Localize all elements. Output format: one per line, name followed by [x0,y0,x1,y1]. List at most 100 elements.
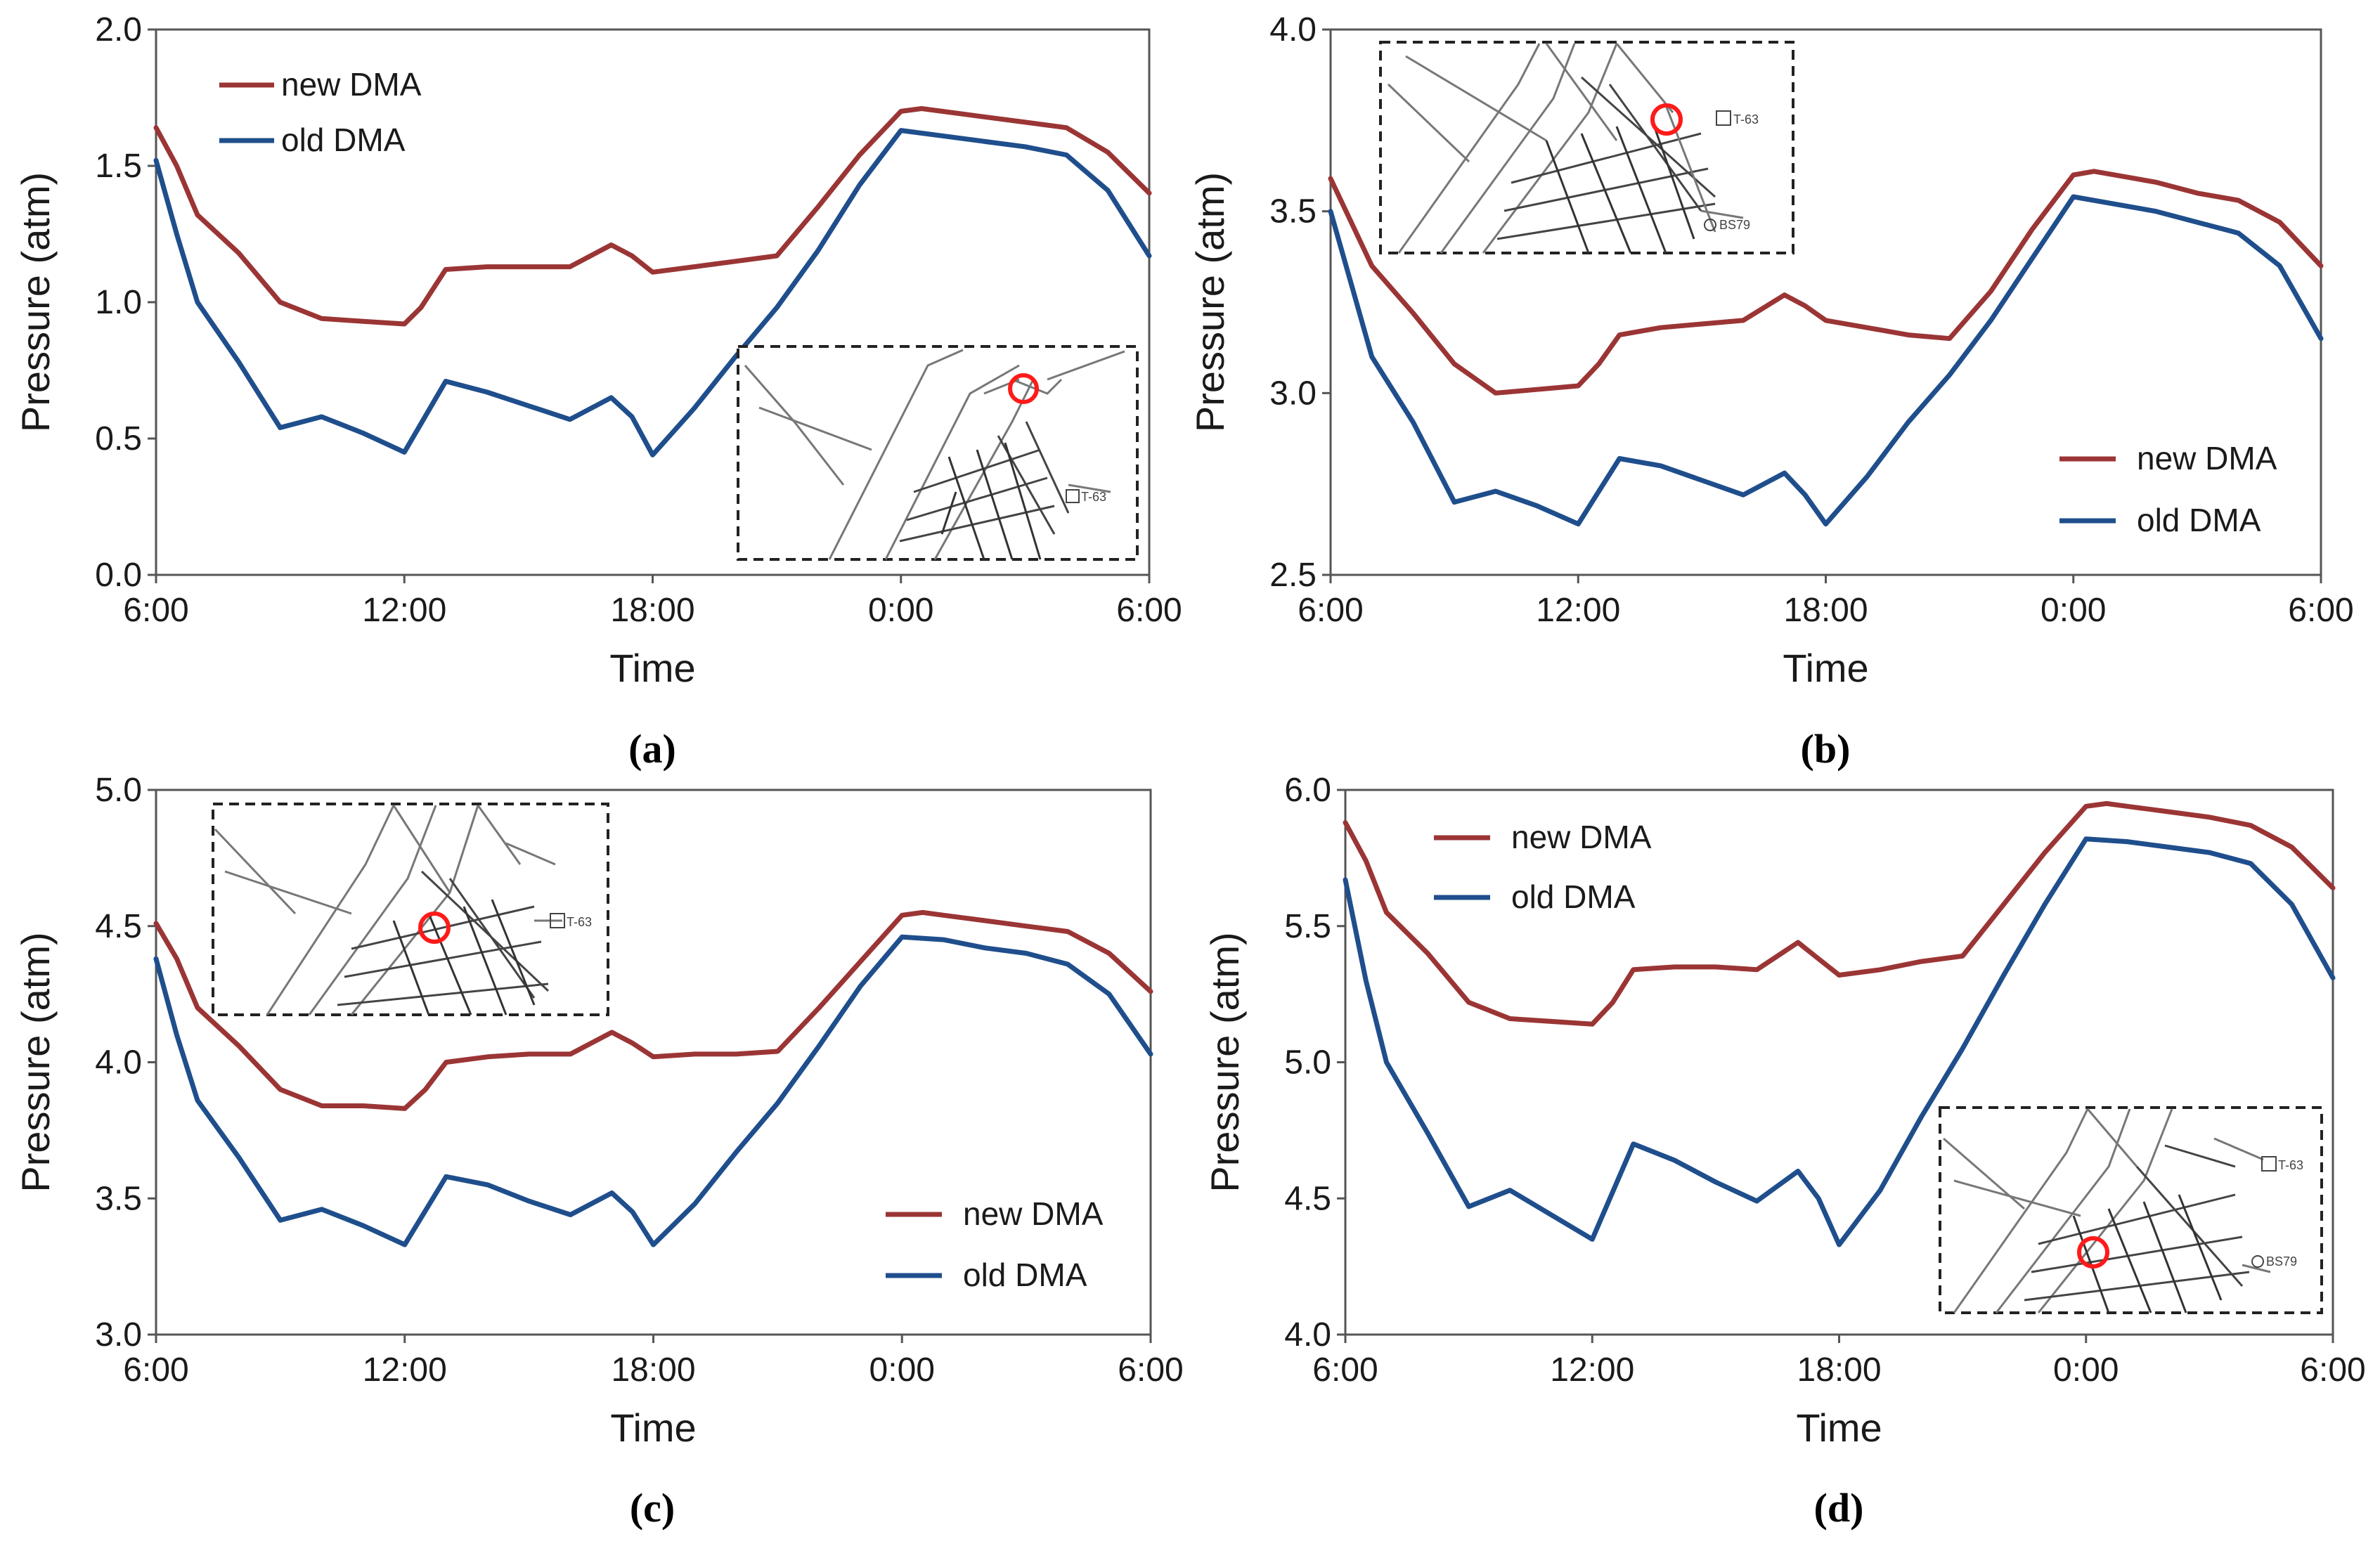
y-tick-label: 3.5 [95,1180,142,1217]
series-line-new-dma [1328,169,2324,396]
x-tick-label: 18:00 [611,1351,695,1389]
x-tick-label: 6:00 [123,592,188,629]
legend-new-dma-label: new DMA [963,1195,1104,1232]
x-axis-title: Time [1783,646,1868,690]
panel-c-inset-map: T-63 [212,803,609,1016]
x-tick-label: 6:00 [1116,592,1182,629]
legend-new-dma-label: new DMA [1511,819,1652,855]
x-tick-label: 18:00 [610,592,694,629]
panel-b-axes: 2.5 3.0 3.5 4.0 6:00 12:00 18:00 0:00 6:00 Time Pr… [1188,11,2354,690]
panel-b-series [1328,169,2324,527]
y-tick-label: 4.0 [1284,1316,1331,1354]
series-line-new-dma [1343,800,2336,1027]
inset-label-t63: T-63 [2278,1158,2303,1172]
y-axis-title: Pressure (atm) [1203,932,1247,1192]
y-tick-label: 1.0 [95,284,142,321]
x-tick-label: 6:00 [1298,592,1363,629]
panel-c: 3.0 3.5 4.0 4.5 5.0 6:00 12:00 18:00 0:00 6:00 Tim… [13,772,1184,1450]
inset-frame [1939,1106,2323,1314]
series-line-old-dma [1343,836,2336,1247]
x-tick-label: 6:00 [123,1351,188,1389]
x-tick-label: 6:00 [2300,1351,2365,1389]
panel-a-legend: new DMA old DMA [219,66,422,158]
y-axis-title: Pressure (atm) [13,932,58,1192]
x-axis-title: Time [609,646,695,690]
y-tick-label: 5.5 [1284,908,1331,945]
panel-a: 0.0 0.5 1.0 1.5 2.0 6:00 12:00 18:00 0:00 6:00 Tim… [13,11,1182,690]
panel-label-a: (a) [628,726,676,772]
panel-b-inset-map: T-63 BS79 [1379,41,1794,254]
panel-label-d: (d) [1814,1485,1864,1531]
series-line-new-dma [153,909,1153,1111]
x-tick-label: 0:00 [868,592,933,629]
y-tick-label: 3.0 [95,1316,142,1354]
legend-new-dma-label: new DMA [281,66,422,103]
y-tick-label: 3.0 [1269,375,1317,412]
x-axis-title: Time [1796,1406,1882,1450]
x-tick-label: 6:00 [1312,1351,1378,1389]
panel-d-axes: 4.0 4.5 5.0 5.5 6.0 6:00 12:00 18:00 0:00 6:00 Tim… [1203,772,2366,1450]
panel-label-c: (c) [630,1485,675,1531]
inset-location-marker [1008,373,1039,404]
panel-label-b: (b) [1801,726,1851,772]
inset-label-t63: T-63 [1733,112,1759,126]
panel-b: 2.5 3.0 3.5 4.0 6:00 12:00 18:00 0:00 6:00 Time Pr… [1188,11,2354,690]
inset-label-t63: T-63 [567,915,592,929]
y-tick-label: 5.0 [95,772,142,809]
series-line-old-dma [153,128,1152,458]
x-tick-label: 6:00 [2288,592,2353,629]
series-line-new-dma [153,106,1152,327]
panel-c-legend: new DMA old DMA [886,1195,1104,1293]
y-tick-label: 4.5 [95,908,142,945]
panel-a-series [153,106,1152,458]
x-tick-label: 12:00 [363,1351,447,1389]
inset-label-t63: T-63 [1081,490,1106,504]
y-tick-label: 3.5 [1269,193,1317,231]
y-tick-label: 2.5 [1269,557,1317,594]
inset-label-bs79: BS79 [2266,1254,2297,1269]
series-line-old-dma [1328,194,2324,527]
inset-label-bs79: BS79 [1719,218,1750,232]
y-tick-label: 1.5 [95,148,142,185]
y-tick-label: 4.5 [1284,1180,1331,1217]
y-tick-label: 6.0 [1284,772,1331,809]
inset-location-marker [2077,1236,2109,1269]
x-tick-label: 18:00 [1797,1351,1881,1389]
panel-d-inset-map: T-63 BS79 [1939,1106,2323,1314]
panel-c-series [153,909,1153,1247]
y-tick-label: 4.0 [1269,11,1317,48]
panel-b-legend: new DMA old DMA [2059,440,2277,538]
x-tick-label: 0:00 [2053,1351,2119,1389]
y-axis-title: Pressure (atm) [13,172,58,432]
panel-c-axes: 3.0 3.5 4.0 4.5 5.0 6:00 12:00 18:00 0:00 6:00 Tim… [13,772,1184,1450]
x-tick-label: 12:00 [1536,592,1620,629]
inset-frame [212,803,609,1016]
y-tick-label: 2.0 [95,11,142,48]
inset-frame [1379,41,1794,254]
x-tick-label: 6:00 [1118,1351,1183,1389]
x-tick-label: 0:00 [869,1351,935,1389]
panel-a-inset-map: T-63 [737,345,1139,561]
legend-old-dma-label: old DMA [1511,878,1636,915]
x-axis-title: Time [610,1406,696,1450]
legend-old-dma-label: old DMA [2137,502,2261,538]
legend-new-dma-label: new DMA [2137,440,2277,476]
inset-frame [737,345,1139,561]
y-axis-title: Pressure (atm) [1188,172,1232,432]
y-tick-label: 0.5 [95,420,142,458]
series-line-old-dma [153,934,1153,1247]
inset-location-marker [418,912,451,944]
x-tick-label: 12:00 [362,592,446,629]
legend-old-dma-label: old DMA [963,1257,1087,1293]
panel-d-series [1343,800,2336,1247]
y-tick-label: 4.0 [95,1044,142,1082]
panel-a-axes: 0.0 0.5 1.0 1.5 2.0 6:00 12:00 18:00 0:00 6:00 Tim… [13,11,1182,690]
y-tick-label: 0.0 [95,557,142,594]
panel-d: 4.0 4.5 5.0 5.5 6.0 6:00 12:00 18:00 0:00 6:00 Tim… [1203,772,2366,1450]
y-tick-label: 5.0 [1284,1044,1331,1082]
panel-d-legend: new DMA old DMA [1434,819,1652,915]
x-tick-label: 18:00 [1783,592,1868,629]
legend-old-dma-label: old DMA [281,122,406,158]
x-tick-label: 12:00 [1550,1351,1634,1389]
